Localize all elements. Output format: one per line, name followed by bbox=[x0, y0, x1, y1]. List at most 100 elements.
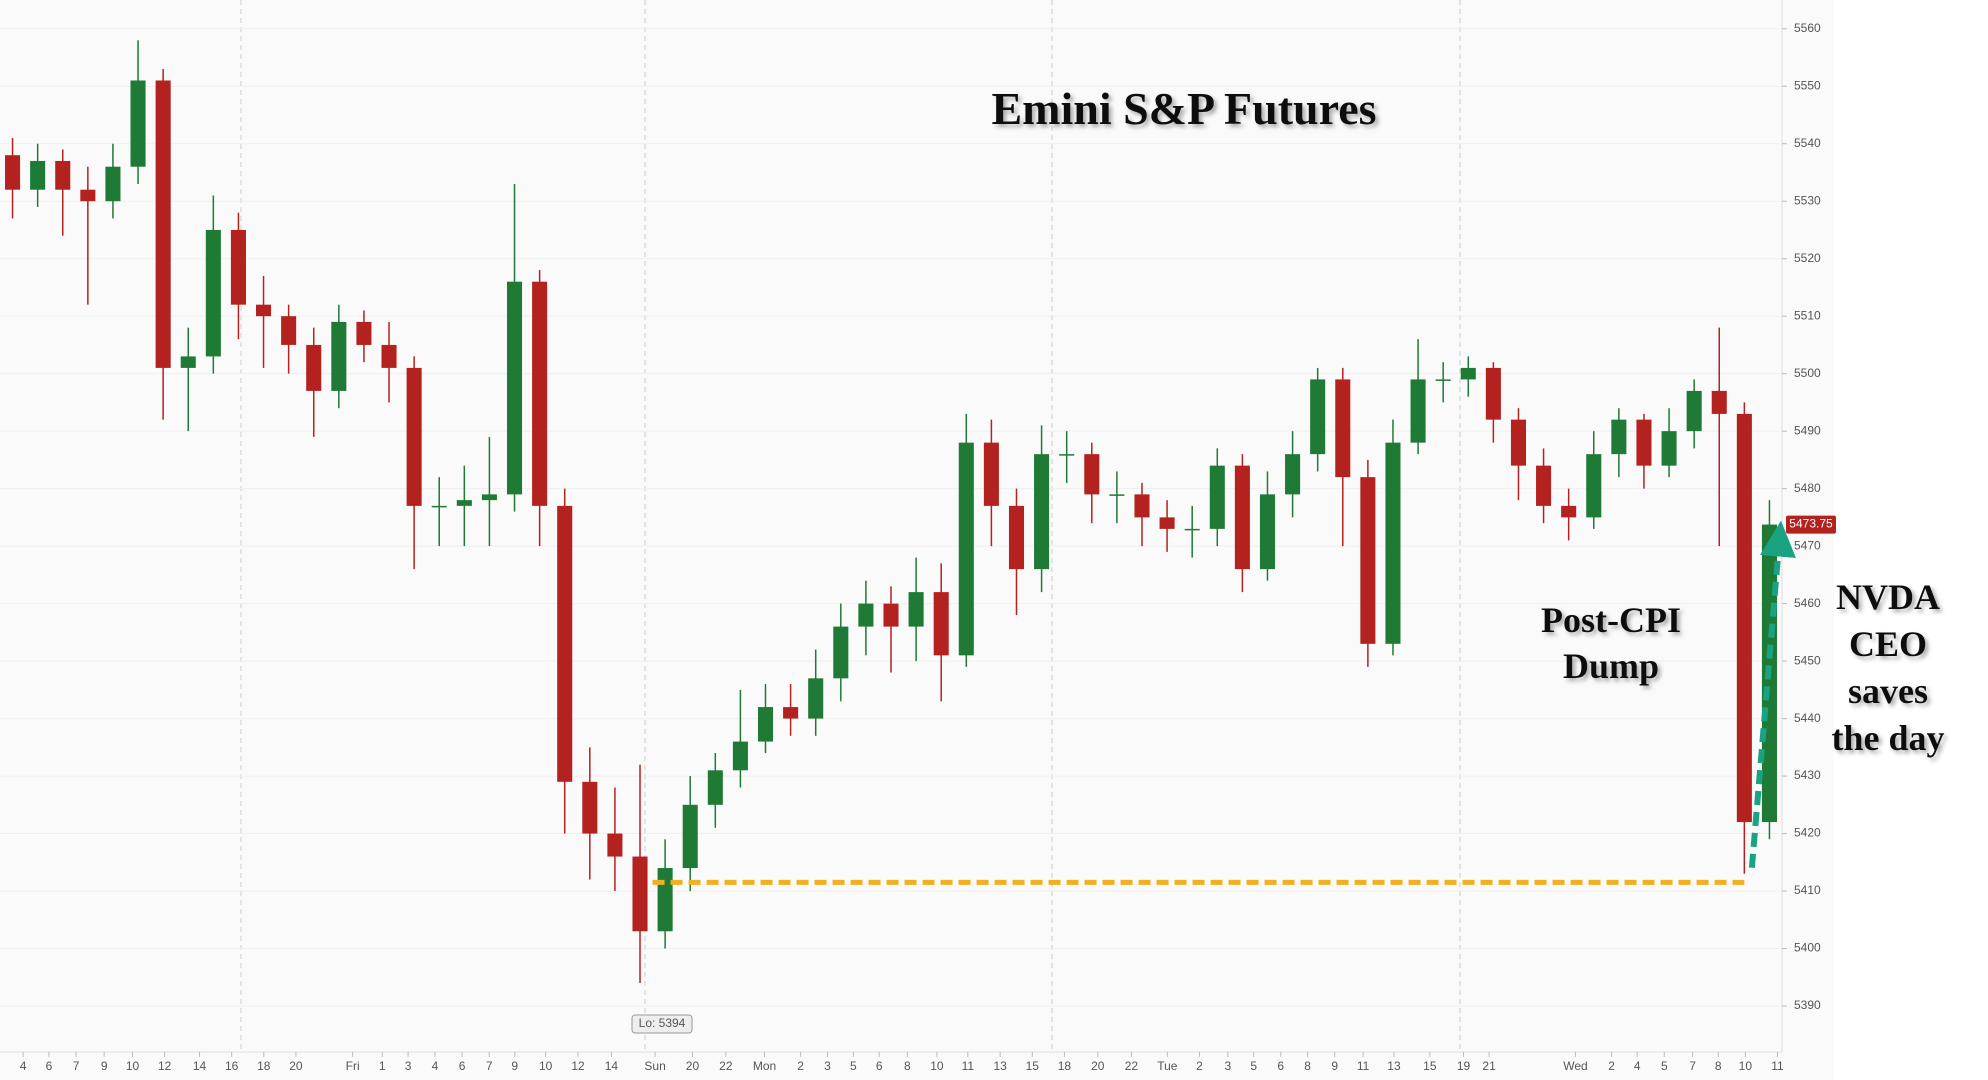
x-tick-label: 20 bbox=[289, 1059, 303, 1073]
candle-body bbox=[1711, 390, 1727, 414]
candle-body bbox=[1310, 379, 1326, 455]
y-tick-label: 5400 bbox=[1794, 941, 1821, 955]
candle-body bbox=[406, 367, 422, 506]
x-tick-label: Sun bbox=[644, 1059, 665, 1073]
x-tick-label: 8 bbox=[904, 1059, 911, 1073]
x-tick-label: Fri bbox=[346, 1059, 360, 1073]
candle-body bbox=[833, 626, 849, 679]
candle-body bbox=[1410, 379, 1426, 443]
y-tick-label: 5510 bbox=[1794, 308, 1821, 322]
candle-body bbox=[783, 707, 799, 719]
candle-body bbox=[306, 344, 322, 391]
x-tick-label: 7 bbox=[486, 1059, 493, 1073]
x-tick-label: 18 bbox=[257, 1059, 271, 1073]
x-tick-label: 13 bbox=[993, 1059, 1007, 1073]
y-tick-label: 5500 bbox=[1794, 366, 1821, 380]
candle-body bbox=[1561, 505, 1577, 518]
x-tick-label: 3 bbox=[405, 1059, 412, 1073]
candle-body bbox=[256, 304, 272, 317]
candle-body bbox=[1109, 494, 1125, 496]
candle-body bbox=[657, 868, 673, 932]
last-price-box bbox=[1786, 515, 1836, 534]
x-tick-label: 21 bbox=[1482, 1059, 1496, 1073]
candle-body bbox=[80, 189, 96, 202]
candle-body bbox=[1059, 454, 1075, 456]
candle-body bbox=[1134, 494, 1150, 518]
annotation-text: the day bbox=[1831, 718, 1944, 758]
x-tick-label: 22 bbox=[1125, 1059, 1139, 1073]
candle-body bbox=[130, 80, 146, 167]
candle-body bbox=[1385, 442, 1401, 644]
candle-body bbox=[582, 781, 598, 834]
x-tick-label: 14 bbox=[605, 1059, 619, 1073]
x-tick-label: 22 bbox=[719, 1059, 733, 1073]
candle-body bbox=[1084, 454, 1100, 495]
x-tick-label: 10 bbox=[930, 1059, 944, 1073]
labels: 5390540054105420543054405450546054705480… bbox=[20, 21, 1945, 1073]
y-tick-label: 5420 bbox=[1794, 826, 1821, 840]
x-tick-label: 12 bbox=[571, 1059, 585, 1073]
candle-body bbox=[331, 321, 347, 391]
candle-body bbox=[908, 592, 924, 627]
x-tick-label: 9 bbox=[1331, 1059, 1338, 1073]
recovery-arrow bbox=[1748, 520, 1796, 869]
candles bbox=[5, 40, 1796, 984]
x-tick-label: 12 bbox=[158, 1059, 172, 1073]
candle-body bbox=[5, 155, 21, 190]
x-tick-label: Mon bbox=[753, 1059, 776, 1073]
annotation-text: saves bbox=[1848, 671, 1928, 711]
candle-body bbox=[1435, 379, 1451, 381]
x-tick-label: 2 bbox=[1608, 1059, 1615, 1073]
x-tick-label: 10 bbox=[126, 1059, 140, 1073]
candle-body bbox=[607, 833, 623, 857]
y-tick-label: 5490 bbox=[1794, 423, 1821, 437]
candle-body bbox=[1636, 419, 1652, 466]
x-tick-label: 11 bbox=[1357, 1059, 1370, 1073]
candle-body bbox=[1034, 454, 1050, 570]
candle-body bbox=[1736, 413, 1752, 823]
y-tick-label: 5460 bbox=[1794, 596, 1821, 610]
x-tick-label: 2 bbox=[797, 1059, 804, 1073]
candle-body bbox=[1285, 454, 1301, 495]
y-tick-label: 5410 bbox=[1794, 883, 1821, 897]
candle-body bbox=[356, 321, 372, 345]
low-label-box bbox=[631, 1014, 693, 1034]
candle-body bbox=[205, 229, 221, 357]
y-tick-label: 5540 bbox=[1794, 136, 1821, 150]
x-tick-label: 14 bbox=[193, 1059, 207, 1073]
x-tick-label: 9 bbox=[101, 1059, 108, 1073]
x-tick-label: Wed bbox=[1563, 1059, 1587, 1073]
candle-body bbox=[1611, 419, 1627, 455]
candle-body bbox=[983, 442, 999, 506]
candle-body bbox=[281, 316, 297, 345]
candle-body bbox=[858, 603, 874, 627]
x-tick-label: 9 bbox=[511, 1059, 518, 1073]
candle-body bbox=[1335, 379, 1351, 478]
y-tick-label: 5550 bbox=[1794, 78, 1821, 92]
x-tick-label: 7 bbox=[1689, 1059, 1696, 1073]
x-tick-label: 5 bbox=[1661, 1059, 1668, 1073]
candle-body bbox=[1460, 367, 1476, 380]
candle-body bbox=[1184, 528, 1200, 531]
x-tick-label: 15 bbox=[1423, 1059, 1437, 1073]
x-tick-label: 2 bbox=[1196, 1059, 1203, 1073]
x-tick-label: 18 bbox=[1058, 1059, 1072, 1073]
x-tick-label: 6 bbox=[876, 1059, 883, 1073]
annotation-text: CEO bbox=[1849, 624, 1927, 664]
x-tick-label: 4 bbox=[432, 1059, 439, 1073]
candle-body bbox=[1686, 390, 1702, 432]
y-tick-label: 5440 bbox=[1794, 711, 1821, 725]
x-tick-label: 5 bbox=[850, 1059, 857, 1073]
x-tick-label: 8 bbox=[1304, 1059, 1311, 1073]
low-label: Lo: 5394 bbox=[639, 1016, 686, 1030]
plot-background bbox=[0, 0, 1834, 1080]
candle-body bbox=[1159, 517, 1175, 529]
x-tick-label: 3 bbox=[824, 1059, 831, 1073]
y-tick-label: 5470 bbox=[1794, 538, 1821, 552]
candle-body bbox=[1485, 367, 1501, 420]
candle-body bbox=[1536, 465, 1552, 506]
x-tick-label: 6 bbox=[46, 1059, 53, 1073]
y-tick-label: 5450 bbox=[1794, 653, 1821, 667]
candle-body bbox=[1234, 465, 1250, 570]
x-tick-label: 15 bbox=[1026, 1059, 1040, 1073]
